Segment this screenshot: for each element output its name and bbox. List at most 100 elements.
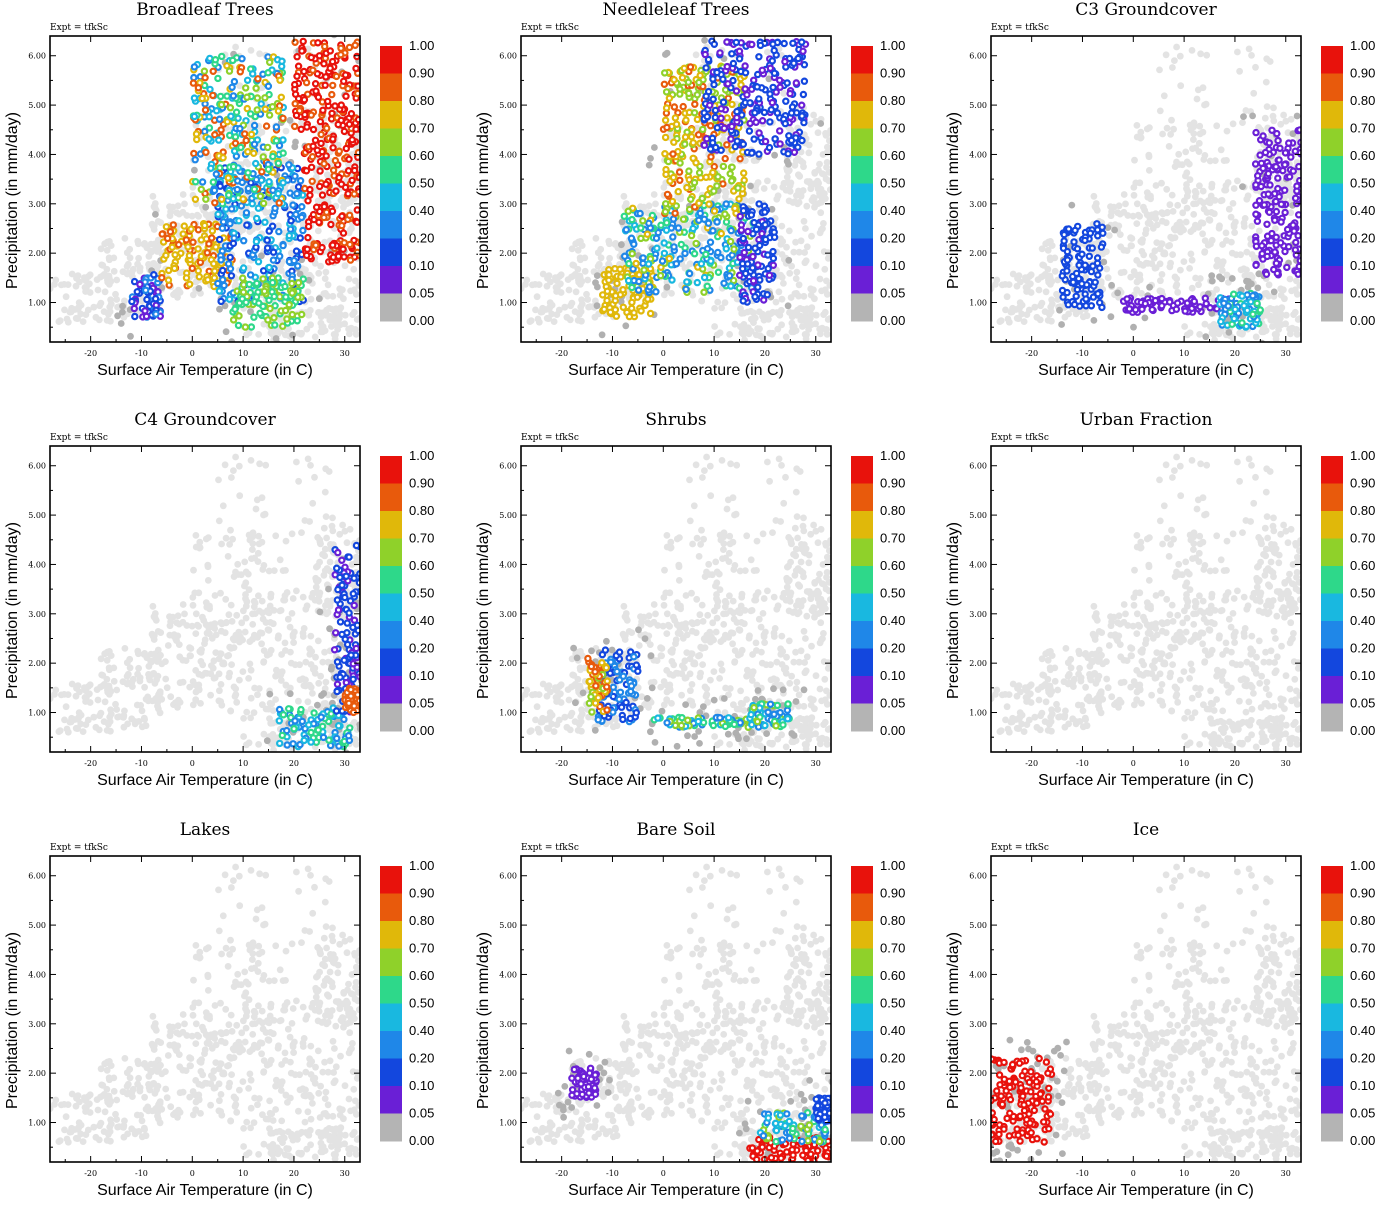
background-point bbox=[1053, 291, 1060, 298]
background-point bbox=[175, 287, 182, 294]
data-point bbox=[233, 141, 238, 146]
background-point bbox=[1042, 308, 1049, 315]
colorbar-swatch bbox=[851, 211, 873, 239]
x-tick-label: 0 bbox=[661, 349, 666, 358]
background-point bbox=[331, 308, 338, 315]
data-point bbox=[196, 227, 201, 232]
background-point bbox=[322, 290, 329, 297]
background-point bbox=[345, 326, 352, 333]
background-point bbox=[1296, 315, 1303, 322]
data-point bbox=[634, 261, 639, 266]
background-point bbox=[821, 248, 828, 255]
background-point bbox=[181, 201, 188, 208]
background-point bbox=[173, 209, 180, 216]
background-point bbox=[350, 266, 357, 273]
data-point bbox=[277, 200, 282, 205]
background-point bbox=[65, 281, 72, 288]
zero-point bbox=[592, 279, 599, 286]
background-point bbox=[1129, 235, 1136, 242]
data-point bbox=[305, 198, 310, 203]
background-point bbox=[1177, 53, 1184, 60]
data-point bbox=[602, 307, 607, 312]
background-point bbox=[1194, 96, 1201, 103]
data-point bbox=[727, 273, 732, 278]
background-point bbox=[76, 299, 83, 306]
data-point bbox=[212, 188, 217, 193]
data-point bbox=[330, 83, 335, 88]
zero-point bbox=[1209, 278, 1216, 285]
zero-point bbox=[1100, 259, 1107, 266]
data-point bbox=[302, 112, 307, 117]
zero-point bbox=[747, 183, 754, 190]
background-point bbox=[1134, 200, 1141, 207]
data-point bbox=[332, 103, 337, 108]
data-point bbox=[660, 258, 665, 263]
background-point bbox=[151, 226, 158, 233]
zero-point bbox=[785, 302, 792, 309]
data-point bbox=[331, 145, 336, 150]
background-point bbox=[566, 287, 573, 294]
background-point bbox=[796, 199, 803, 206]
data-point bbox=[720, 77, 725, 82]
data-point bbox=[199, 187, 204, 192]
data-point bbox=[342, 129, 347, 134]
colorbar-label: 0.20 bbox=[880, 231, 905, 246]
colorbar-label: 0.80 bbox=[409, 93, 434, 108]
background-point bbox=[534, 293, 541, 300]
background-point bbox=[1164, 209, 1171, 216]
background-point bbox=[126, 246, 133, 253]
data-point bbox=[240, 276, 245, 281]
data-point bbox=[143, 288, 148, 293]
data-point bbox=[226, 193, 231, 198]
background-point bbox=[823, 150, 830, 157]
background-point bbox=[355, 315, 362, 322]
background-point bbox=[1023, 277, 1030, 284]
background-point bbox=[793, 290, 800, 297]
background-point bbox=[553, 288, 560, 295]
data-point bbox=[304, 80, 309, 85]
data-point bbox=[248, 111, 253, 116]
background-point bbox=[544, 283, 551, 290]
background-point bbox=[813, 312, 820, 319]
background-point bbox=[1040, 262, 1047, 269]
background-point bbox=[1164, 125, 1171, 132]
data-point bbox=[665, 192, 670, 197]
data-point bbox=[271, 250, 276, 255]
background-point bbox=[1146, 124, 1153, 131]
data-point bbox=[252, 142, 257, 147]
data-point bbox=[760, 68, 765, 73]
data-point bbox=[1099, 245, 1104, 250]
data-point bbox=[792, 150, 797, 155]
data-point bbox=[347, 242, 352, 247]
data-point bbox=[330, 136, 335, 141]
background-point bbox=[738, 310, 745, 317]
data-point bbox=[258, 311, 263, 316]
data-point bbox=[338, 52, 343, 57]
background-point bbox=[1136, 213, 1143, 220]
data-point bbox=[1099, 305, 1104, 310]
data-point bbox=[741, 142, 746, 147]
background-point bbox=[248, 47, 255, 54]
data-point bbox=[329, 116, 334, 121]
data-point bbox=[1087, 254, 1092, 259]
data-point bbox=[1082, 238, 1087, 243]
data-point bbox=[654, 236, 659, 241]
data-point bbox=[135, 289, 140, 294]
data-point bbox=[160, 232, 165, 237]
data-point bbox=[672, 77, 677, 82]
data-point bbox=[259, 101, 264, 106]
background-point bbox=[1130, 213, 1137, 220]
data-point bbox=[799, 113, 804, 118]
background-point bbox=[240, 258, 247, 265]
background-point bbox=[726, 331, 733, 338]
background-point bbox=[1169, 251, 1176, 258]
data-point bbox=[737, 49, 742, 54]
data-point bbox=[686, 169, 691, 174]
data-point bbox=[613, 307, 618, 312]
data-point bbox=[767, 145, 772, 150]
data-point bbox=[1083, 296, 1088, 301]
x-tick-label: 20 bbox=[760, 349, 770, 358]
data-point bbox=[770, 100, 775, 105]
background-point bbox=[1157, 260, 1164, 267]
data-point bbox=[294, 74, 299, 79]
